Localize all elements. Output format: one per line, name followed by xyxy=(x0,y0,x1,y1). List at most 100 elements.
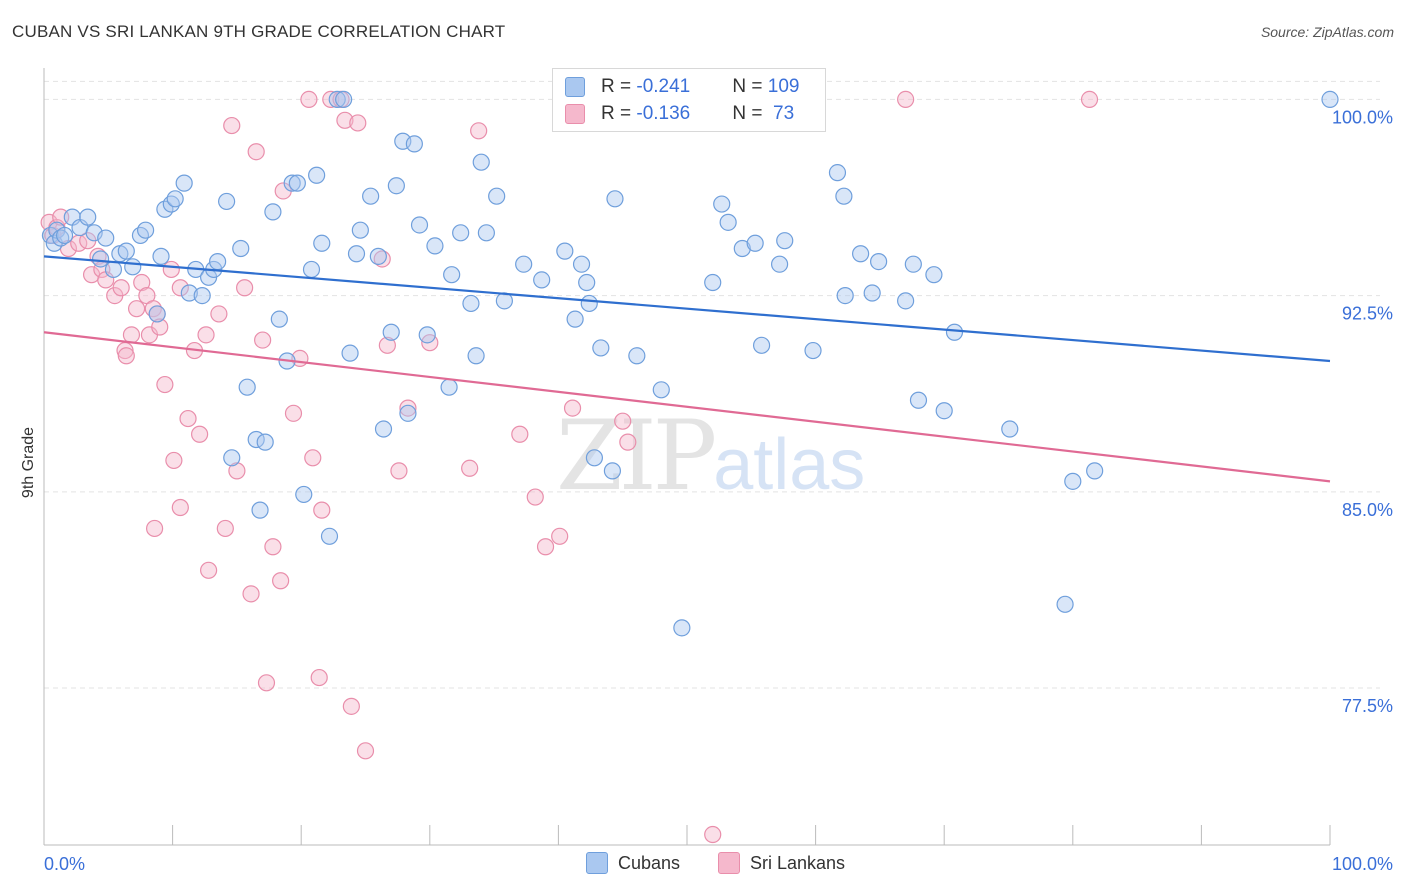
x-tick-label: 0.0% xyxy=(44,854,85,874)
chart-title: CUBAN VS SRI LANKAN 9TH GRADE CORRELATIO… xyxy=(12,22,506,41)
sri-lankan-point xyxy=(191,425,209,443)
legend-row-sri-lankans: R = -0.136 N = 73 xyxy=(565,101,794,127)
cuban-point xyxy=(472,153,490,171)
source-label: Source: ZipAtlas.com xyxy=(1260,24,1394,40)
cuban-point xyxy=(836,287,854,305)
cuban-point xyxy=(440,378,458,396)
sri-lankan-point xyxy=(399,399,417,417)
cuban-point xyxy=(477,224,495,242)
cuban-point xyxy=(341,344,359,362)
cuban-point xyxy=(399,404,417,422)
sri-lankan-point xyxy=(356,742,375,760)
sri-lankan-point xyxy=(151,318,169,336)
cuban-point xyxy=(351,221,369,239)
y-tick-label: 92.5% xyxy=(1342,304,1393,324)
cuban-point xyxy=(533,271,551,289)
cubans-legend-label: Cubans xyxy=(618,852,681,873)
cuban-point xyxy=(719,213,737,231)
cuban-point xyxy=(1321,90,1339,108)
cuban-point xyxy=(382,323,400,341)
cuban-point xyxy=(180,284,198,302)
cuban-point xyxy=(804,341,822,360)
cubans-swatch xyxy=(565,77,585,97)
sri-lankan-point xyxy=(551,527,569,545)
sri-lankan-point xyxy=(197,326,215,344)
cuban-point xyxy=(104,260,123,279)
cuban-point xyxy=(418,326,436,344)
cuban-point xyxy=(288,174,306,192)
sri-lankan-point xyxy=(461,459,479,477)
cuban-point xyxy=(770,255,789,273)
cuban-point xyxy=(302,260,321,279)
sri-lankan-point xyxy=(254,331,272,349)
sri-lankan-point xyxy=(223,116,241,135)
sri-lankan-point xyxy=(897,90,915,108)
cuban-point xyxy=(578,273,596,292)
n-label: N = xyxy=(732,76,768,97)
sri-lankans-trend-line xyxy=(43,331,1331,483)
cuban-point xyxy=(256,433,274,451)
sri-lankan-point xyxy=(264,538,282,556)
cuban-point xyxy=(652,381,670,399)
cuban-point xyxy=(347,245,366,263)
sri-lankan-point xyxy=(133,273,151,292)
cuban-point xyxy=(852,245,870,263)
sri-lankan-point xyxy=(156,375,174,394)
zipatlas-watermark: ZIPatlas xyxy=(556,400,865,512)
sri-lankan-point xyxy=(165,451,183,470)
y-axis-label: 9th Grade xyxy=(20,427,37,498)
cuban-point xyxy=(238,378,256,396)
cuban-point xyxy=(362,187,380,205)
sri-lankan-point xyxy=(536,538,555,556)
sri-lankan-point xyxy=(284,404,303,422)
legend-row-cubans: R = -0.241 N = 109 xyxy=(565,74,799,100)
sri-lankan-point xyxy=(162,260,180,279)
cuban-point xyxy=(328,90,346,108)
cubans-points xyxy=(41,90,1339,637)
sri-lankan-point xyxy=(179,409,197,428)
cuban-point xyxy=(752,336,771,354)
sri-lankan-point xyxy=(228,462,246,480)
cuban-point xyxy=(897,292,915,310)
cuban-point xyxy=(704,273,722,292)
sri-lankan-point xyxy=(1080,90,1099,108)
x-tick-label: 100.0% xyxy=(1332,854,1393,874)
legend-item-cubans[interactable]: Cubans xyxy=(586,852,680,874)
sri-lankan-point xyxy=(117,347,135,365)
n-label: N = xyxy=(732,103,768,124)
cuban-point xyxy=(55,226,74,245)
cuban-point xyxy=(1056,595,1074,613)
sri-lankan-point xyxy=(127,300,146,318)
sri-lankan-point xyxy=(272,572,290,590)
sri-lankan-point xyxy=(122,326,141,344)
y-tick-label: 100.0% xyxy=(1332,107,1393,127)
cuban-point xyxy=(232,239,250,258)
cuban-point xyxy=(193,287,211,305)
axes xyxy=(43,68,1331,846)
cuban-point xyxy=(606,190,624,208)
sri-lankan-point xyxy=(310,668,328,687)
cuban-point xyxy=(136,221,155,239)
cuban-point xyxy=(97,229,115,247)
correlation-legend: R = -0.241 N = 109 R = -0.136 N = 73 xyxy=(552,68,826,132)
cuban-point xyxy=(264,203,282,221)
sri-lankan-point xyxy=(247,143,265,161)
sri-lankan-point xyxy=(619,433,637,451)
sri-lankans-legend-label: Sri Lankans xyxy=(750,852,846,873)
legend-item-sri-lankans[interactable]: Sri Lankans xyxy=(718,852,845,874)
trend-lines xyxy=(43,255,1331,483)
sri-lankan-point xyxy=(210,305,228,323)
axis-labels: 77.5% 85.0% 92.5% 100.0% 0.0% 100.0% 9th Grade xyxy=(20,107,1393,874)
cuban-point xyxy=(148,305,166,323)
cuban-point xyxy=(295,485,313,504)
r-label: R = xyxy=(601,103,637,124)
cuban-point xyxy=(283,174,301,192)
cuban-point xyxy=(443,266,461,284)
cuban-point xyxy=(175,174,193,192)
cuban-point xyxy=(580,294,598,313)
cuban-point xyxy=(452,224,470,242)
watermark-zip: ZIP xyxy=(556,400,717,512)
sri-lankan-point xyxy=(236,279,254,297)
sri-lankan-point xyxy=(216,519,234,538)
sri-lankan-point xyxy=(336,111,354,129)
